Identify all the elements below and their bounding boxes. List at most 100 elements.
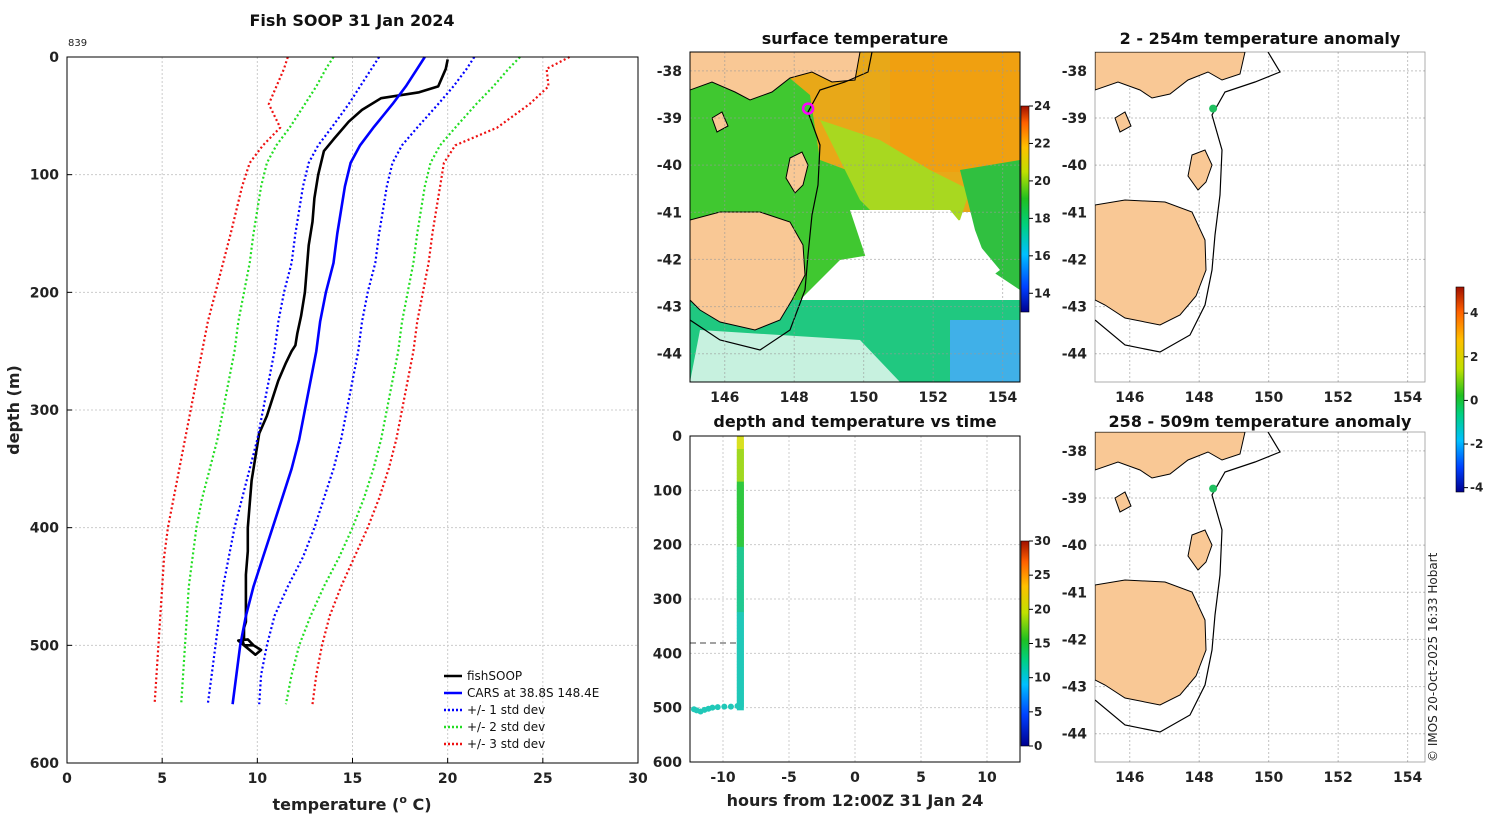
- anomaly-shallow-land-tasmania: [1095, 199, 1207, 326]
- profile-line-cars-mean: [231, 56, 426, 705]
- sst-ytick-label: -38: [657, 64, 682, 80]
- anomaly-deep-ytick-label: -42: [1062, 632, 1087, 648]
- sst-title: surface temperature: [762, 29, 949, 48]
- depth-time-bottom-sample: [690, 706, 697, 713]
- anomaly-deep-ytick-label: -39: [1062, 491, 1087, 507]
- sst-land-victoria: [690, 52, 861, 101]
- anomaly-deep-frame: [1094, 431, 1426, 763]
- depth-time-colorbar-label: 25: [1034, 568, 1051, 582]
- sst-station-marker: [801, 102, 815, 115]
- sst-xtick-label: 150: [849, 390, 878, 406]
- profile-xtick-label: 10: [248, 771, 268, 787]
- anomaly-shallow-ytick-label: -40: [1062, 158, 1088, 174]
- anomaly-shallow-ytick-label: -38: [1062, 64, 1087, 80]
- profile-xtick-label: 15: [343, 771, 362, 787]
- anomaly-shallow-land-flinders: [1187, 149, 1213, 191]
- depth-time-bottom-sample: [721, 703, 728, 710]
- anomaly-deep-xtick-label: 150: [1254, 770, 1283, 786]
- profile-ytick-label: 100: [30, 168, 59, 184]
- sst-xtick-label: 148: [780, 390, 809, 406]
- sst-east-green: [960, 160, 1020, 290]
- profile-xtick-label: 5: [157, 771, 167, 787]
- anomaly-shallow-xtick-label: 148: [1185, 390, 1214, 406]
- anomaly-deep-xtick-label: 152: [1324, 770, 1353, 786]
- sst-map-field: [690, 52, 1020, 382]
- anomaly-shallow-panel: 2 - 254m temperature anomaly 146 148 150 15…: [1062, 29, 1426, 406]
- anomaly-shallow-ytick-label: -42: [1062, 252, 1087, 268]
- depth-time-xtick-label: 0: [850, 770, 860, 786]
- profile-line-cars-1-std: [206, 56, 381, 705]
- profile-ytick-label: 200: [30, 285, 59, 301]
- anomaly-shallow-xtick-label: 150: [1254, 390, 1283, 406]
- sst-colorbar-label: 16: [1034, 249, 1051, 263]
- sst-ytick-label: -40: [657, 158, 683, 174]
- sst-ytick-label: -44: [657, 347, 683, 363]
- sst-ytick-label: -41: [657, 205, 682, 221]
- anomaly-colorbar-ticks: -4 -2 0 2 4: [1464, 306, 1483, 495]
- profile-xtick-label: 0: [62, 771, 72, 787]
- profile-line-cars-3-std: [153, 56, 289, 705]
- anomaly-deep-title: 258 - 509m temperature anomaly: [1109, 412, 1412, 431]
- anomaly-shallow-shelf-contour: [1095, 52, 1281, 353]
- legend-1std: +/- 1 std dev: [467, 703, 545, 717]
- anomaly-colorbar-label: -4: [1470, 481, 1483, 495]
- depth-time-bottom-sample: [734, 703, 741, 710]
- depth-time-colorbar-label: 0: [1034, 739, 1042, 753]
- depth-time-ytick-label: 500: [653, 701, 682, 717]
- anomaly-shallow-ticks: 146 148 150 152 154 -38 -39 -40 -41 -42 -43 -44: [1062, 64, 1423, 406]
- depth-time-xtick-label: -10: [710, 770, 736, 786]
- depth-time-colorbar-label: 5: [1034, 705, 1042, 719]
- profile-grid: [67, 57, 638, 763]
- profile-line-cars-3-std: [311, 56, 571, 705]
- depth-time-colorbar-label: 15: [1034, 637, 1051, 651]
- sst-xtick-label: 152: [919, 390, 948, 406]
- depth-time-xtick-label: 10: [977, 770, 997, 786]
- anomaly-deep-map: [1095, 432, 1425, 762]
- anomaly-colorbar-label: 0: [1470, 393, 1478, 407]
- depth-time-title: depth and temperature vs time: [713, 412, 996, 431]
- anomaly-deep-xtick-label: 154: [1393, 770, 1422, 786]
- anomaly-deep-ytick-label: -43: [1062, 680, 1087, 696]
- depth-time-xtick-label: -5: [781, 770, 797, 786]
- depth-time-colorbar-ticks: 0 5 10 15 20 25 30: [1029, 534, 1051, 753]
- anomaly-shallow-ytick-label: -44: [1062, 347, 1088, 363]
- anomaly-shallow-ytick-label: -41: [1062, 205, 1087, 221]
- profile-xtick-label: 25: [533, 771, 552, 787]
- sst-gridlines: [690, 52, 1020, 382]
- profile-ytick-label: 0: [49, 50, 59, 66]
- legend-2std: +/- 2 std dev: [467, 720, 545, 734]
- profile-legend: fishSOOP CARS at 38.8S 148.4E +/- 1 std …: [444, 669, 599, 751]
- credit-text: © IMOS 20-Oct-2025 16:33 Hobart: [1426, 552, 1440, 762]
- profile-line-cars-2-std: [284, 56, 521, 705]
- sst-colorbar-label: 20: [1034, 174, 1051, 188]
- sst-warmest-region: [890, 52, 1020, 172]
- anomaly-shallow-ytick-label: -39: [1062, 111, 1087, 127]
- depth-time-ytick-label: 300: [653, 592, 682, 608]
- profile-line-fishsoop: [237, 59, 449, 657]
- anomaly-deep-ytick-label: -40: [1062, 538, 1088, 554]
- depth-time-ytick-label: 200: [653, 538, 682, 554]
- depth-time-colorbar-label: 20: [1034, 602, 1051, 616]
- profile-panel: Fish SOOP 31 Jan 2024 839 0 5 10 15 20 25 3001…: [4, 11, 648, 814]
- anomaly-colorbar-label: -2: [1470, 437, 1483, 451]
- depth-time-axes-box: [689, 435, 1021, 763]
- depth-time-xlabel: hours from 12:00Z 31 Jan 24: [727, 791, 984, 810]
- anomaly-shallow-xtick-label: 154: [1393, 390, 1422, 406]
- anomaly-colorbar-label: 2: [1470, 350, 1478, 364]
- profile-xtick-label: 30: [628, 771, 648, 787]
- anomaly-deep-ticks: 146 148 150 152 154 -38 -39 -40 -41 -42 -43 -44: [1062, 444, 1423, 786]
- profile-line-cars-1-std: [258, 56, 476, 705]
- sst-colorbar-ticks: 14 16 18 20 22 24: [1029, 99, 1051, 300]
- sst-colorbar-label: 24: [1034, 99, 1051, 113]
- sst-colorbar-label: 18: [1034, 211, 1051, 225]
- depth-time-bottom-sample: [714, 704, 721, 711]
- anomaly-deep-panel: 258 - 509m temperature anomaly 146 148 150…: [1062, 412, 1426, 786]
- sst-xtick-label: 154: [988, 390, 1017, 406]
- anomaly-shallow-title: 2 - 254m temperature anomaly: [1120, 29, 1401, 48]
- anomaly-colorbar: [1455, 286, 1465, 493]
- profile-xlabel: temperature (o C): [272, 793, 431, 814]
- sst-ytick-label: -39: [657, 111, 682, 127]
- profile-ytick-label: 500: [30, 638, 59, 654]
- profile-ylabel: depth (m): [4, 365, 23, 455]
